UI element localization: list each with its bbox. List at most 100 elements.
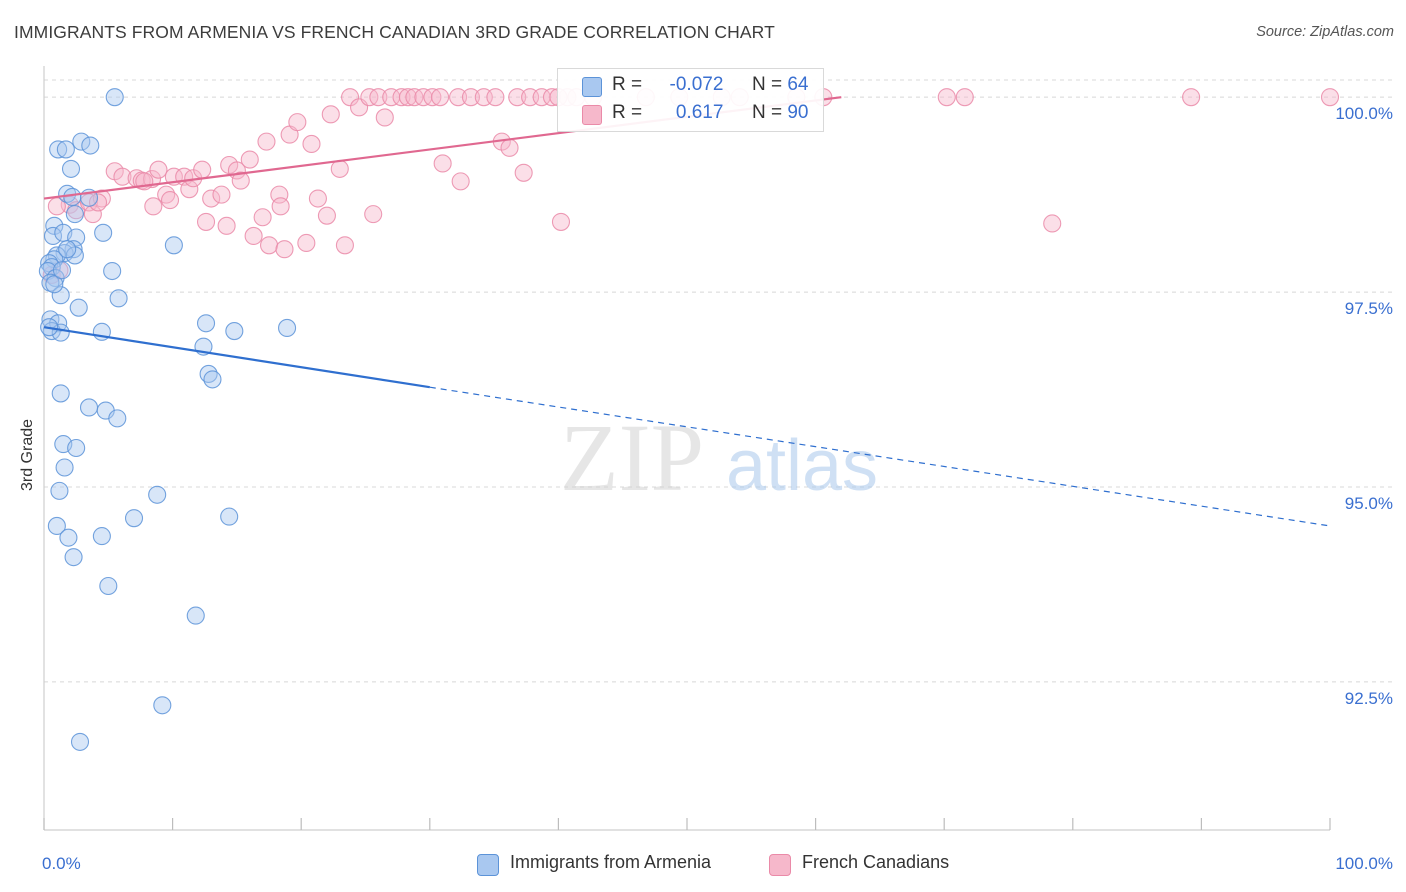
french-canadian-point: [275, 240, 294, 259]
french-canadian-point: [196, 212, 216, 231]
watermark-zip: ZIP: [560, 404, 704, 511]
french-canadian-point: [288, 113, 307, 132]
armenia-point: [164, 236, 183, 255]
armenia-point: [72, 132, 91, 151]
french-canadian-point: [317, 206, 336, 225]
armenia-point: [81, 136, 100, 155]
armenia-point: [153, 696, 172, 715]
french-canadian-point: [369, 88, 388, 107]
french-canadian-point: [259, 236, 279, 255]
armenia-point: [124, 509, 144, 528]
legend-r-value: 0.617: [675, 102, 724, 123]
french-canadian-point: [1320, 88, 1340, 107]
y-tick-label: 92.5%: [1345, 689, 1393, 708]
legend-n-value: 90: [787, 102, 809, 123]
french-canadian-point: [330, 159, 349, 178]
legend-n-label: N =: [751, 74, 783, 95]
armenia-point: [45, 275, 64, 294]
armenia-point: [79, 398, 99, 417]
y-tick-label: 100.0%: [1335, 104, 1393, 123]
armenia-point: [51, 384, 70, 403]
correlation-legend: R = -0.072 N = 64 R = 0.617 N = 90: [557, 68, 824, 132]
french-canadian-point: [240, 150, 259, 169]
armenia-point: [47, 516, 66, 536]
x-tick-label-min: 0.0%: [42, 854, 81, 873]
watermark: ZIP atlas: [560, 404, 878, 511]
french-canadian-point: [271, 197, 290, 216]
armenia-point: [99, 576, 118, 596]
armenia-point: [67, 438, 86, 458]
french-canadian-point: [451, 172, 470, 191]
french-canadian-point: [431, 88, 450, 107]
french-canadian-point: [937, 88, 956, 107]
armenia-point: [148, 485, 167, 504]
legend-r-label: R =: [612, 74, 643, 95]
bottom-legend-label-armenia: Immigrants from Armenia: [510, 852, 712, 872]
french-canadian-point: [375, 108, 394, 127]
bottom-legend-swatch-armenia: [477, 854, 499, 876]
armenia-point: [203, 370, 222, 389]
armenia-point: [64, 548, 83, 567]
armenia-trend-line-extrapolated: [429, 386, 1331, 527]
french-canadian-point: [302, 134, 321, 154]
armenia-point: [52, 261, 72, 280]
french-canadian-point: [364, 205, 383, 224]
french-canadian-point: [335, 236, 354, 255]
armenia-point: [109, 289, 128, 308]
chart-title: IMMIGRANTS FROM ARMENIA VS FRENCH CANADI…: [14, 22, 775, 42]
armenia-point: [94, 223, 113, 242]
armenia-point: [56, 140, 75, 159]
french-canadian-point: [423, 88, 442, 107]
armenia-point: [225, 322, 244, 341]
armenia-point: [186, 606, 205, 625]
armenia-point: [59, 528, 78, 547]
french-canadian-point: [202, 189, 221, 208]
points-layer: [38, 88, 1340, 751]
french-canadian-point: [449, 88, 468, 107]
french-canadian-point: [1043, 214, 1062, 233]
x-tick-label-max: 100.0%: [1335, 854, 1393, 873]
french-canadian-point: [461, 88, 481, 107]
french-canadian-point: [433, 154, 452, 173]
grid-layer: [44, 79, 1392, 683]
french-canadian-point: [392, 88, 411, 107]
legend-n-label: N =: [751, 102, 783, 123]
french-canadian-point: [308, 189, 327, 208]
armenia-point: [220, 507, 239, 526]
armenia-point: [61, 159, 81, 178]
y-tick-label: 97.5%: [1345, 299, 1393, 318]
armenia-point: [49, 140, 68, 159]
french-canadian-point: [1182, 88, 1201, 107]
y-axis-label: 3rd Grade: [19, 418, 36, 492]
french-canadian-point: [244, 226, 263, 246]
armenia-point: [64, 240, 83, 259]
french-canadian-point: [500, 138, 519, 157]
french-canadian-point: [398, 88, 417, 107]
armenia-point: [69, 298, 88, 317]
french-canadian-point: [212, 185, 231, 204]
axis-layer: [43, 66, 1331, 831]
french-canadian-point: [160, 191, 180, 210]
armenia-point: [103, 261, 122, 281]
armenia-trend-line: [43, 326, 430, 389]
french-canadian-point: [217, 216, 236, 235]
french-canadian-point: [257, 132, 276, 151]
french-canadian-point: [955, 88, 974, 107]
french-canadian-point: [486, 88, 505, 107]
french-canadian-point: [508, 88, 527, 107]
armenia-point: [43, 226, 63, 246]
armenia-point: [92, 527, 111, 546]
french-canadian-point: [149, 160, 168, 179]
french-canadian-point: [88, 193, 108, 212]
armenia-point: [51, 286, 70, 305]
french-canadian-point: [113, 167, 132, 186]
french-canadian-point: [253, 208, 272, 227]
armenia-point: [70, 732, 90, 751]
french-canadian-point: [341, 88, 360, 107]
watermark-atlas: atlas: [726, 426, 878, 506]
french-canadian-point: [551, 212, 571, 231]
legend-r-value: -0.072: [669, 74, 724, 95]
armenia-point: [50, 481, 69, 500]
french-canadian-point: [144, 197, 163, 216]
